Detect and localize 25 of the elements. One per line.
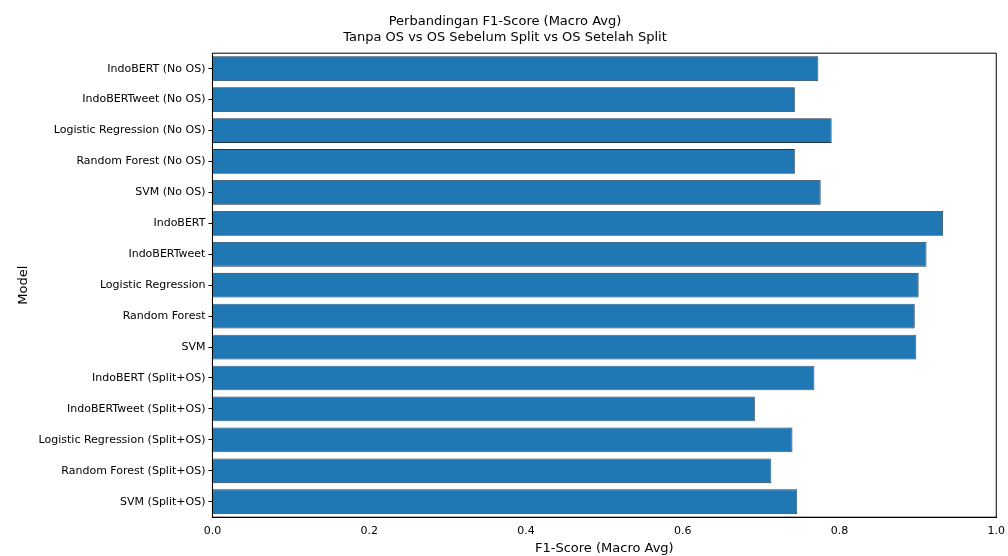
x-tick-label: 0.4: [517, 523, 535, 537]
chart-subtitle: Tanpa OS vs OS Sebelum Split vs OS Setelah Split: [342, 28, 667, 44]
x-tick-label: 0.6: [673, 523, 692, 537]
y-tick-label: SVM (No OS): [135, 185, 206, 199]
y-tick-label: IndoBERTweet (No OS): [82, 92, 206, 106]
y-tick-label: IndoBERTweet: [128, 247, 207, 261]
y-axis-title: Model: [15, 265, 31, 305]
x-tick-label: 0.8: [830, 523, 849, 537]
y-tick-label: Random Forest (No OS): [76, 154, 206, 168]
x-tick-label: 1.0: [987, 523, 1005, 537]
y-tick-label: IndoBERT (Split+OS): [92, 370, 206, 384]
y-tick-label: SVM (Split+OS): [120, 494, 206, 508]
y-tick-label: Logistic Regression (Split+OS): [38, 432, 206, 446]
y-tick-label: Random Forest (Split+OS): [61, 463, 206, 477]
x-axis-title: F1-Score (Macro Avg): [535, 539, 674, 555]
y-tick-label: Logistic Regression (No OS): [53, 123, 206, 137]
y-tick-label: IndoBERT (No OS): [107, 61, 206, 75]
y-tick-label: IndoBERT: [153, 216, 206, 230]
chart-title: Perbandingan F1-Score (Macro Avg): [388, 13, 622, 29]
y-tick-label: SVM: [181, 339, 206, 353]
y-tick-label: Random Forest: [122, 308, 207, 322]
x-tick-label: 0.2: [360, 523, 378, 537]
x-tick-label: 0.0: [203, 523, 222, 537]
y-tick-label: Logistic Regression: [99, 278, 206, 292]
y-tick-label: IndoBERTweet (Split+OS): [67, 401, 206, 415]
